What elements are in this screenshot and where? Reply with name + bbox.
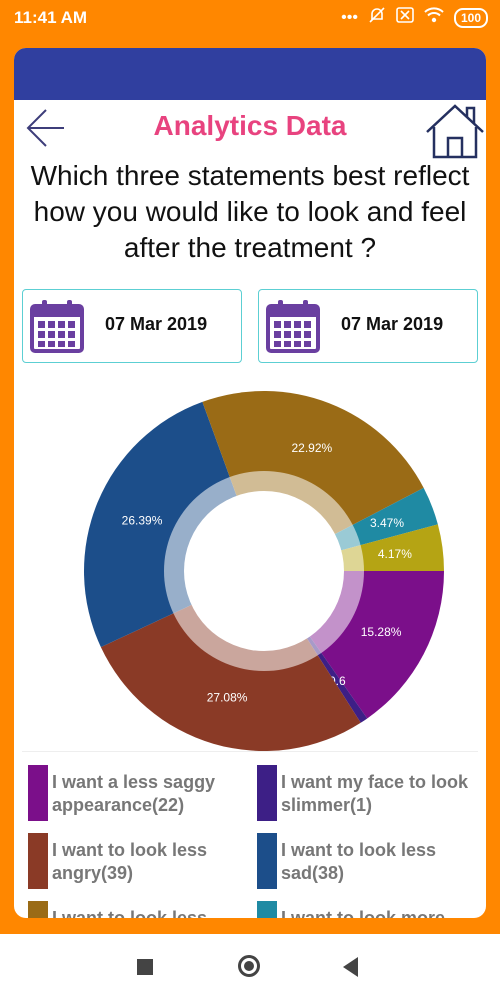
battery-icon: 100 xyxy=(453,7,488,28)
page-title: Analytics Data xyxy=(153,110,347,141)
slice-label: 3.47% xyxy=(370,516,404,530)
legend-item: I want a less saggy appearance(22) xyxy=(28,765,243,821)
legend-label: I want to look less xyxy=(52,908,208,918)
close-box-icon xyxy=(396,7,414,28)
home-icon xyxy=(426,104,484,159)
legend-item: I want to look less angry(39) xyxy=(28,833,243,889)
mute-icon xyxy=(368,6,386,29)
start-date-text: 07 Mar 2019 xyxy=(105,314,208,334)
start-date-picker[interactable]: 07 Mar 2019 xyxy=(22,289,242,363)
calendar-icon xyxy=(30,300,84,353)
wifi-icon xyxy=(424,7,444,28)
donut-chart: 15.28%0.627.08%26.39%22.92%3.47%4.17% xyxy=(83,391,444,751)
legend-swatch xyxy=(28,833,48,889)
end-date-picker[interactable]: 07 Mar 2019 xyxy=(258,289,478,363)
donut-hole xyxy=(184,491,344,651)
back-arrow-icon xyxy=(26,109,64,147)
legend-label: I want to look less angry(39) xyxy=(52,840,208,883)
slice-label: 27.08% xyxy=(207,691,248,705)
home-button[interactable] xyxy=(424,102,486,160)
legend-item: I want to look more xyxy=(257,901,472,918)
app-frame: Analytics Data Which three statements be… xyxy=(0,36,500,934)
legend-label: I want to look less sad(38) xyxy=(281,840,437,883)
status-bar: 11:41 AM ••• 100 xyxy=(0,0,500,36)
legend-label: I want a less saggy appearance(22) xyxy=(52,772,216,815)
status-icons: ••• 100 xyxy=(341,6,488,29)
legend-swatch xyxy=(28,901,48,918)
system-nav-bar xyxy=(0,934,500,1000)
back-button[interactable] xyxy=(24,106,68,150)
legend-swatch xyxy=(257,765,277,821)
legend-item: I want to look less xyxy=(28,901,243,918)
legend-swatch xyxy=(257,901,277,918)
slice-label: 26.39% xyxy=(122,514,163,528)
end-date-text: 07 Mar 2019 xyxy=(341,314,444,334)
home-nav-button[interactable] xyxy=(238,955,260,977)
card-header-bar xyxy=(14,48,486,100)
slice-label: 22.92% xyxy=(291,441,332,455)
back-nav-button[interactable] xyxy=(343,957,358,977)
legend-swatch xyxy=(257,833,277,889)
calendar-icon xyxy=(266,300,320,353)
legend-label: I want to look more xyxy=(281,908,446,918)
legend-divider xyxy=(22,751,478,752)
legend-item: I want my face to look slimmer(1) xyxy=(257,765,472,821)
analytics-card: Analytics Data Which three statements be… xyxy=(14,48,486,918)
slice-label: 15.28% xyxy=(361,625,402,639)
legend-label: I want my face to look slimmer(1) xyxy=(281,772,469,815)
slice-label: 4.17% xyxy=(378,547,412,561)
more-dots-icon: ••• xyxy=(341,8,358,26)
legend-swatch xyxy=(28,765,48,821)
status-time: 11:41 AM xyxy=(14,8,88,27)
legend-item: I want to look less sad(38) xyxy=(257,833,472,889)
recents-button[interactable] xyxy=(137,959,153,975)
survey-question: Which three statements best reflect how … xyxy=(30,160,470,263)
